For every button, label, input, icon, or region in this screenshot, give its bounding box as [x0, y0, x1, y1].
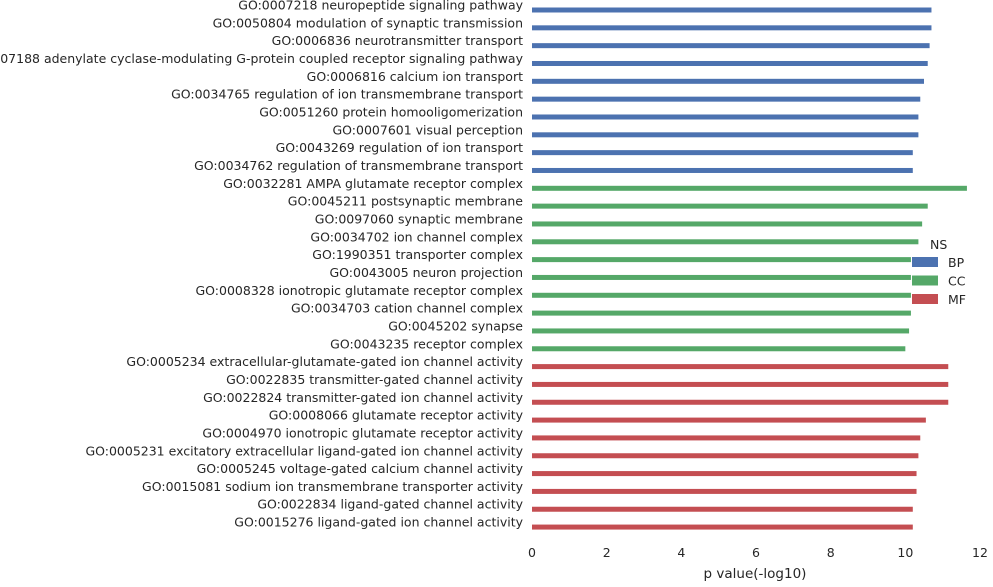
bar-mf: [532, 399, 949, 405]
bar-mf: [532, 435, 921, 441]
bars: [532, 7, 967, 530]
category-label: GO:0022824 transmitter-gated ion channel…: [203, 390, 524, 405]
bar-mf: [532, 381, 949, 387]
bar-mf: [532, 488, 917, 494]
legend-swatch-mf: [912, 294, 938, 304]
bar-bp: [532, 25, 932, 31]
category-label: GO:0005245 voltage-gated calcium channel…: [197, 461, 524, 476]
category-labels: GO:0007218 neuropeptide signaling pathwa…: [0, 0, 524, 530]
category-label: GO:0043269 regulation of ion transport: [276, 140, 524, 155]
category-label: GO:1990351 transporter complex: [312, 247, 523, 262]
category-label: GO:0050804 modulation of synaptic transm…: [213, 15, 523, 30]
bar-cc: [532, 274, 911, 280]
bar-bp: [532, 114, 919, 120]
bar-bp: [532, 150, 913, 156]
category-label: GO:0032281 AMPA glutamate receptor compl…: [223, 176, 523, 191]
category-label: GO:0051260 protein homooligomerization: [259, 104, 523, 119]
x-axis-ticks: 0 2 4 6 8 10 12: [528, 545, 988, 560]
legend: NS BP CC MF: [912, 237, 966, 307]
category-label: GO:0015081 sodium ion transmembrane tran…: [142, 479, 524, 494]
legend-label-bp: BP: [948, 255, 965, 270]
bar-cc: [532, 310, 911, 316]
bar-bp: [532, 43, 930, 49]
x-tick-label: 8: [827, 545, 835, 560]
bar-cc: [532, 203, 928, 209]
bar-bp: [532, 167, 913, 173]
bar-mf: [532, 453, 919, 459]
bar-cc: [532, 346, 906, 352]
category-label: GO:0005234 extracellular-glutamate-gated…: [126, 354, 523, 369]
x-tick-label: 10: [897, 545, 913, 560]
bar-cc: [532, 328, 910, 334]
bar-cc: [532, 257, 911, 263]
bar-mf: [532, 471, 917, 477]
category-label: GO:0015276 ligand-gated ion channel acti…: [234, 515, 523, 530]
category-label: GO:0008328 ionotropic glutamate receptor…: [196, 283, 524, 298]
category-label: GO:0007601 visual perception: [332, 122, 523, 137]
category-label: GO:0007218 neuropeptide signaling pathwa…: [238, 0, 523, 13]
bar-mf: [532, 524, 913, 530]
bar-mf: [532, 364, 949, 370]
category-label: GO:0008066 glutamate receptor activity: [269, 408, 524, 423]
x-axis-title: p value(-log10): [704, 566, 807, 582]
category-label: GO:0022834 ligand-gated channel activity: [257, 497, 523, 512]
legend-swatch-cc: [912, 275, 938, 286]
x-tick-label: 4: [677, 545, 685, 560]
category-label: GO:0045202 synapse: [388, 318, 523, 333]
legend-title: NS: [930, 237, 947, 252]
category-label: GO:0097060 synaptic membrane: [315, 211, 524, 226]
x-tick-label: 6: [752, 545, 760, 560]
bar-bp: [532, 7, 932, 13]
bar-cc: [532, 239, 919, 245]
category-label: GO:0034762 regulation of transmembrane t…: [194, 158, 523, 173]
bar-bp: [532, 132, 919, 138]
bar-cc: [532, 292, 911, 298]
category-label: GO:0043235 receptor complex: [330, 336, 523, 351]
category-label: GO:0043005 neuron projection: [329, 265, 523, 280]
category-label: GO:0022835 transmitter-gated channel act…: [226, 372, 523, 387]
legend-swatch-bp: [912, 257, 938, 267]
category-label: GO:0005231 excitatory extracellular liga…: [85, 443, 523, 458]
category-label: GO:0034703 cation channel complex: [291, 301, 523, 316]
category-label: GO:0006836 neurotransmitter transport: [272, 33, 523, 48]
bar-cc: [532, 221, 923, 227]
legend-label-cc: CC: [948, 274, 966, 289]
category-label: GO:0045211 postsynaptic membrane: [288, 194, 524, 209]
bar-bp: [532, 78, 924, 84]
category-label: GO:0006816 calcium ion transport: [307, 69, 523, 84]
bar-bp: [532, 60, 928, 66]
x-tick-label: 0: [528, 545, 536, 560]
bar-bp: [532, 96, 921, 102]
bar-cc: [532, 185, 967, 191]
category-label: GO:0034702 ion channel complex: [310, 229, 523, 244]
bar-mf: [532, 506, 913, 512]
x-tick-label: 2: [603, 545, 611, 560]
category-label: GO:0034765 regulation of ion transmembra…: [171, 87, 523, 102]
legend-label-mf: MF: [948, 292, 966, 307]
bar-mf: [532, 417, 926, 423]
category-label: GO:0007188 adenylate cyclase-modulating …: [0, 51, 524, 66]
x-tick-label: 12: [972, 545, 988, 560]
category-label: GO:0004970 ionotropic glutamate receptor…: [202, 425, 523, 440]
